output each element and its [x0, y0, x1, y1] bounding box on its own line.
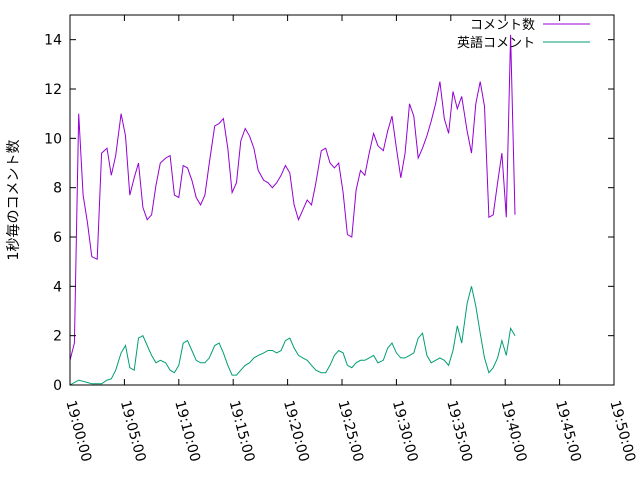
y-axis-label: 1秒毎のコメント数 [6, 140, 22, 261]
y-tick-label: 8 [53, 181, 62, 197]
x-tick-label: 19:15:00 [226, 399, 258, 464]
x-tick-label: 19:50:00 [606, 399, 638, 464]
series-line-1 [69, 34, 516, 361]
x-tick-label: 19:10:00 [171, 399, 203, 464]
plot-frame [69, 14, 615, 386]
x-tick-label: 19:40:00 [498, 399, 530, 464]
y-tick-label: 2 [53, 329, 62, 345]
y-tick-label: 4 [53, 279, 62, 295]
legend-label-1: コメント数 [470, 18, 535, 33]
x-tick-label: 19:45:00 [552, 399, 584, 464]
x-tick-label: 19:30:00 [389, 399, 421, 464]
x-tick-label: 19:05:00 [117, 399, 149, 464]
x-tick-label: 19:25:00 [334, 399, 366, 464]
y-tick-label: 12 [44, 82, 62, 98]
plot-lines [69, 34, 516, 386]
y-tick-label: 6 [53, 230, 62, 246]
y-axis: 0 2 4 6 8 10 12 14 [44, 33, 614, 394]
x-tick-label: 19:35:00 [443, 399, 475, 464]
series-line-2 [69, 286, 516, 386]
legend-label-2: 英語コメント [457, 35, 535, 51]
x-axis: 19:00:00 19:05:00 19:10:00 19:15:00 19:20:00… [62, 15, 638, 464]
y-tick-label: 14 [44, 33, 62, 49]
y-tick-label: 10 [44, 131, 62, 147]
y-tick-label: 0 [53, 378, 62, 394]
x-tick-label: 19:20:00 [280, 399, 312, 464]
x-tick-label: 19:00:00 [62, 399, 94, 464]
